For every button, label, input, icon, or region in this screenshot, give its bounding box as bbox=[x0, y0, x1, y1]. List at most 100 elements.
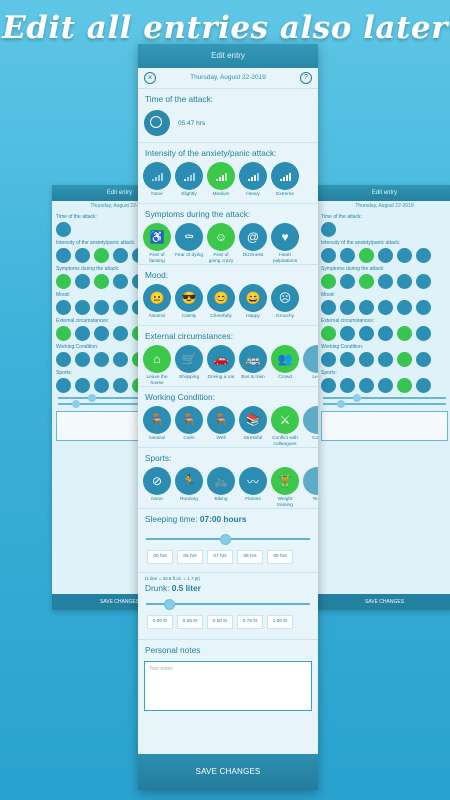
working-option[interactable]: 🪑 Calm bbox=[175, 406, 203, 447]
coffin-icon: ⚰ bbox=[175, 223, 203, 251]
symptoms-label: Symptoms during the attack: bbox=[145, 209, 251, 219]
calm-face-icon: 😎 bbox=[175, 284, 203, 312]
drunk-value: 0.5 liter bbox=[171, 583, 201, 593]
external-option[interactable]: Le... bbox=[303, 345, 318, 386]
side-label: Working Condition: bbox=[56, 344, 99, 350]
drunk-slider[interactable] bbox=[146, 599, 310, 610]
signal-bars-icon bbox=[151, 171, 163, 181]
mood-option[interactable]: 😐 Neutral bbox=[143, 284, 171, 325]
drunk-chip[interactable]: 0.75 ltr bbox=[237, 615, 263, 629]
working-option[interactable]: Co... bbox=[303, 406, 318, 447]
side-label: External circumstances: bbox=[321, 318, 375, 324]
sports-option[interactable]: 🏃 Running bbox=[175, 467, 203, 508]
desk-icon: 🪑 bbox=[207, 406, 235, 434]
weight-icon: 🏋 bbox=[271, 467, 299, 495]
sports-option[interactable]: 🚲 Biking bbox=[207, 467, 235, 508]
symptom-option[interactable]: ♥ Heart palpitations bbox=[271, 223, 299, 264]
mood-option[interactable]: ☹ Grouchy bbox=[271, 284, 299, 325]
side-clock-icon bbox=[321, 222, 336, 237]
drunk-chip[interactable]: 0.25 ltr bbox=[177, 615, 203, 629]
panel-title: Edit entry bbox=[138, 44, 318, 68]
drunk-hint: (1 liter = 33.8 fl.oz. = 1.7 pt) bbox=[145, 576, 201, 581]
help-icon[interactable]: ? bbox=[300, 72, 312, 84]
clock-icon[interactable] bbox=[144, 110, 170, 136]
side-date: Thursday, August 22-2019 bbox=[90, 203, 149, 209]
side-label: Mood: bbox=[321, 292, 335, 298]
intensity-option[interactable]: Extreme bbox=[271, 162, 299, 203]
sleep-slider[interactable] bbox=[146, 534, 310, 545]
entry-date: Thursday, August 22-2019 bbox=[190, 74, 266, 81]
date-bar: × Thursday, August 22-2019 ? bbox=[138, 68, 318, 88]
notes-field[interactable]: Your notes bbox=[144, 661, 312, 711]
side-label: Symptoms during the attack: bbox=[56, 266, 120, 272]
save-button[interactable]: SAVE CHANGES bbox=[138, 754, 318, 790]
external-option[interactable]: 👥 Crowd bbox=[271, 345, 299, 386]
notes-label: Personal notes bbox=[145, 645, 201, 655]
symptom-option[interactable]: ♿ Fear of fainting bbox=[143, 223, 171, 264]
drunk-slider-knob[interactable] bbox=[164, 599, 175, 610]
side-screen-right: Edit entry Thursday, August 22-2019 Time… bbox=[317, 185, 450, 610]
drunk-label: Drunk: 0.5 liter bbox=[145, 583, 201, 593]
intensity-option[interactable]: Heavy bbox=[239, 162, 267, 203]
external-option[interactable]: 🚌 Bus & train bbox=[239, 345, 267, 386]
external-option[interactable]: 🚗 Driving a car bbox=[207, 345, 235, 386]
side-date: Thursday, August 22-2019 bbox=[355, 203, 414, 209]
sleep-chip[interactable]: 07 hrs bbox=[207, 550, 233, 564]
side-label: External circumstances: bbox=[56, 318, 110, 324]
mood-option[interactable]: 😄 Happy bbox=[239, 284, 267, 325]
side-clock-icon bbox=[56, 222, 71, 237]
more-icon bbox=[303, 467, 318, 495]
drunk-chip[interactable]: 0.00 ltr bbox=[147, 615, 173, 629]
spiral-icon: @ bbox=[239, 223, 267, 251]
external-option[interactable]: ⌂ Leave the house bbox=[143, 345, 171, 386]
sleep-chip[interactable]: 00 hrs bbox=[147, 550, 173, 564]
sports-option[interactable]: ⊘ None bbox=[143, 467, 171, 508]
mood-option[interactable]: 😎 Calmly bbox=[175, 284, 203, 325]
time-value[interactable]: 05:47 hrs bbox=[178, 119, 206, 127]
symptom-option[interactable]: @ Dizziness bbox=[239, 223, 267, 264]
external-option[interactable]: 🛒 Shopping bbox=[175, 345, 203, 386]
side-label: Symptoms during the attack: bbox=[321, 266, 385, 272]
sleep-slider-knob[interactable] bbox=[220, 534, 231, 545]
signal-bars-icon bbox=[279, 171, 291, 181]
side-label: Working Condition: bbox=[321, 344, 364, 350]
sports-option[interactable]: 🏋 Weight training bbox=[271, 467, 299, 508]
intensity-option[interactable]: Slightly bbox=[175, 162, 203, 203]
conflict-icon: ⚔ bbox=[271, 406, 299, 434]
bike-icon: 🚲 bbox=[207, 467, 235, 495]
more-icon bbox=[303, 406, 318, 434]
working-option[interactable]: 📚 Stressful bbox=[239, 406, 267, 447]
symptom-option[interactable]: ⚰ Fear of dying bbox=[175, 223, 203, 264]
intensity-option[interactable]: Medium bbox=[207, 162, 235, 203]
working-option[interactable]: 🪑 Neutral bbox=[143, 406, 171, 447]
fitness-icon: 〰 bbox=[239, 467, 267, 495]
mood-option[interactable]: 😊 Cheerfully bbox=[207, 284, 235, 325]
neutral-face-icon: 😐 bbox=[143, 284, 171, 312]
sleep-chip[interactable]: 09 hrs bbox=[267, 550, 293, 564]
side-save: SAVE CHANGES bbox=[317, 594, 450, 610]
side-title: Edit entry bbox=[317, 185, 450, 201]
time-label: Time of the attack: bbox=[145, 94, 213, 104]
intensity-option[interactable]: None bbox=[143, 162, 171, 203]
stress-icon: 📚 bbox=[239, 406, 267, 434]
symptom-option[interactable]: ☺ Fear of going crazy bbox=[207, 223, 235, 264]
working-option[interactable]: ⚔ Conflict with colleagues bbox=[271, 406, 299, 447]
heart-icon: ♥ bbox=[271, 223, 299, 251]
sleep-chip[interactable]: 06 hrs bbox=[177, 550, 203, 564]
working-option[interactable]: 🪑 Well bbox=[207, 406, 235, 447]
headline: Edit all entries also later bbox=[2, 10, 448, 46]
desk-icon: 🪑 bbox=[143, 406, 171, 434]
close-icon[interactable]: × bbox=[144, 72, 156, 84]
shopping-cart-icon: 🛒 bbox=[175, 345, 203, 373]
side-label: Mood: bbox=[56, 292, 70, 298]
sports-option[interactable]: 〰 Fitness bbox=[239, 467, 267, 508]
sleep-chip[interactable]: 08 hrs bbox=[237, 550, 263, 564]
bus-icon: 🚌 bbox=[239, 345, 267, 373]
car-icon: 🚗 bbox=[207, 345, 235, 373]
signal-bars-icon bbox=[183, 171, 195, 181]
happy-face-icon: 😄 bbox=[239, 284, 267, 312]
sports-option[interactable]: Te... bbox=[303, 467, 318, 508]
signal-bars-icon bbox=[247, 171, 259, 181]
drunk-chip[interactable]: 1.00 ltr bbox=[267, 615, 293, 629]
drunk-chip[interactable]: 0.50 ltr bbox=[207, 615, 233, 629]
